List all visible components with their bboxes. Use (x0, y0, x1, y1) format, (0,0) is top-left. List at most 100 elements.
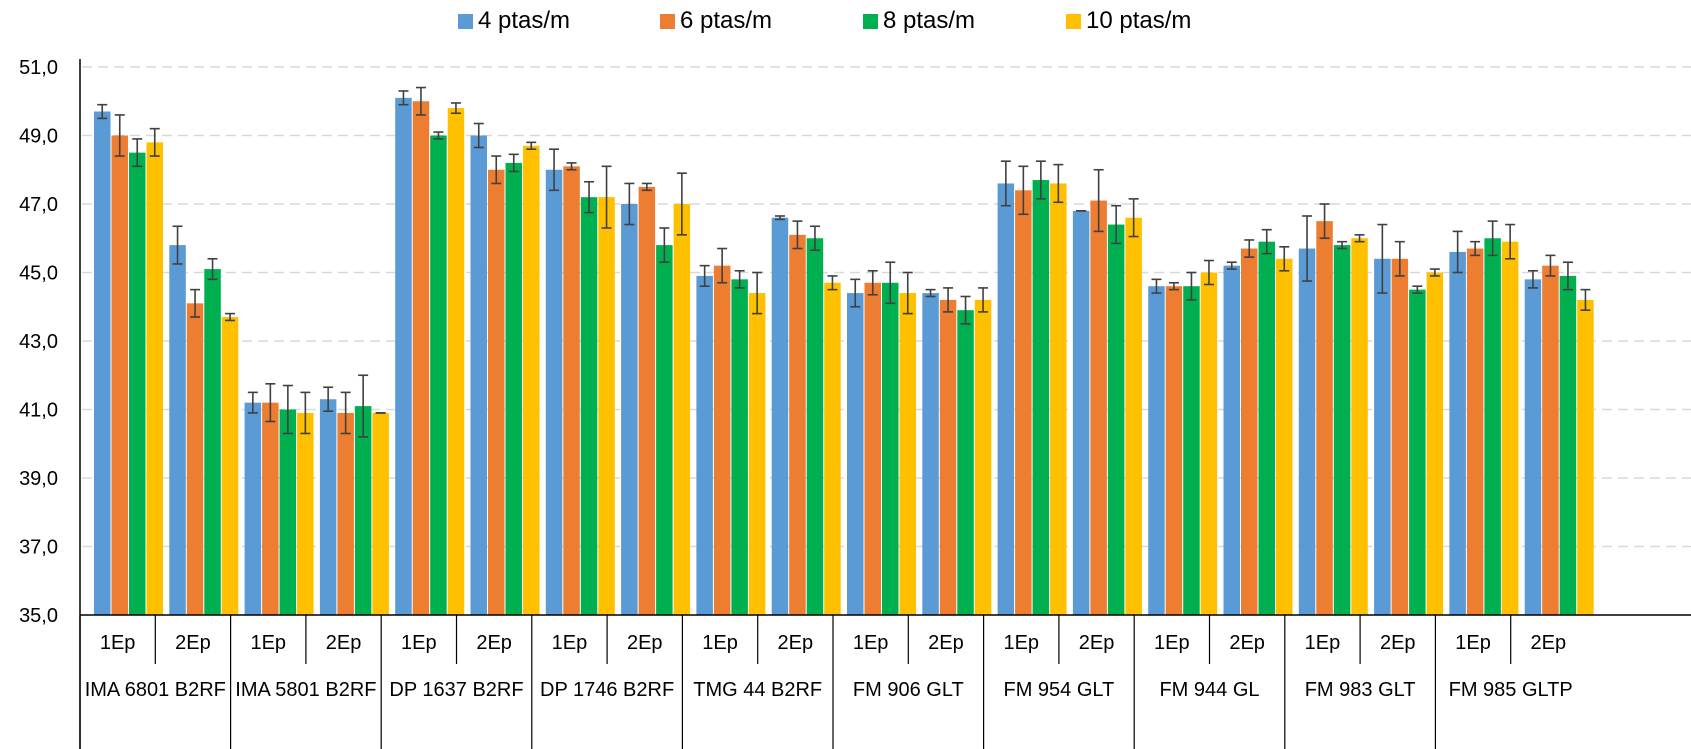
bar (169, 245, 186, 615)
x-subcategory-label: 2Ep (1380, 632, 1416, 654)
bar (1449, 251, 1466, 615)
bar (1577, 299, 1594, 615)
y-tick-label: 35,0 (19, 605, 58, 627)
bar (1333, 245, 1351, 615)
bar (94, 111, 111, 616)
bar (864, 282, 881, 615)
bar (1090, 200, 1107, 615)
x-subcategory-label: 2Ep (326, 632, 362, 654)
bar (922, 293, 939, 615)
bar (974, 299, 992, 615)
bar (221, 317, 239, 615)
bar (997, 183, 1015, 615)
bar (673, 204, 691, 615)
x-subcategory-label: 2Ep (778, 632, 814, 654)
bar (1276, 258, 1293, 615)
bar (1316, 221, 1333, 615)
bar (847, 293, 864, 615)
bar (580, 197, 598, 615)
bar (563, 166, 580, 615)
bar (656, 245, 673, 615)
legend-item-4-ptas: 4 ptas/m (458, 6, 570, 36)
bar (430, 135, 447, 615)
legend-label: 10 ptas/m (1086, 7, 1192, 34)
bar (731, 279, 748, 615)
bar (748, 293, 766, 615)
bar (1524, 279, 1542, 615)
x-subcategory-label: 1Ep (1455, 632, 1491, 654)
bar (262, 402, 279, 615)
x-subcategory-label: 1Ep (401, 632, 437, 654)
x-subcategory-label: 1Ep (1003, 632, 1039, 654)
bar (297, 412, 314, 615)
bar (1542, 265, 1559, 615)
bar (957, 310, 974, 615)
bar (146, 142, 163, 615)
legend-item-8-ptas: 8 ptas/m (863, 6, 975, 36)
bar (1223, 265, 1240, 615)
legend-swatch (458, 13, 473, 29)
x-subcategory-label: 1Ep (853, 632, 889, 654)
x-subcategory-label: 1Ep (1154, 632, 1190, 654)
x-group-label: TMG 44 B2RF (693, 679, 822, 701)
x-subcategory-label: 2Ep (1229, 632, 1265, 654)
bar (488, 169, 505, 615)
x-subcategory-label: 1Ep (100, 632, 136, 654)
bar (598, 197, 615, 615)
bar (882, 282, 899, 615)
bar (1241, 248, 1258, 615)
bar (771, 217, 789, 615)
bar (1409, 289, 1426, 615)
bar (279, 409, 297, 615)
x-group-label: FM 906 GLT (853, 679, 964, 701)
x-subcategory-label: 2Ep (1079, 632, 1115, 654)
bar (372, 412, 389, 615)
x-subcategory-label: 2Ep (627, 632, 663, 654)
bar (713, 265, 731, 615)
bar (1374, 258, 1391, 615)
y-tick-label: 45,0 (19, 263, 58, 285)
x-subcategory-label: 1Ep (552, 632, 588, 654)
x-subcategory-label: 1Ep (1305, 632, 1341, 654)
bar (523, 145, 540, 615)
x-subcategory-label: 2Ep (928, 632, 964, 654)
x-subcategory-label: 1Ep (250, 632, 286, 654)
bar (319, 399, 337, 615)
bar (806, 238, 824, 615)
bar (1050, 183, 1067, 615)
legend-label: 6 ptas/m (680, 7, 773, 34)
y-tick-label: 39,0 (19, 468, 58, 490)
bar (696, 275, 713, 615)
bar (789, 234, 806, 615)
y-tick-label: 43,0 (19, 331, 58, 353)
legend-item-6-ptas: 6 ptas/m (660, 6, 772, 36)
bar (939, 299, 957, 615)
legend: 4 ptas/m 6 ptas/m 8 ptas/m 10 ptas/m (0, 6, 1691, 36)
bar (111, 135, 128, 615)
x-subcategory-label: 2Ep (1531, 632, 1567, 654)
x-subcategory-label: 2Ep (175, 632, 211, 654)
x-subcategory-label: 2Ep (476, 632, 512, 654)
bar (1501, 241, 1519, 616)
x-group-label: FM 954 GLT (1004, 679, 1115, 701)
bar (1258, 241, 1275, 616)
x-group-label: FM 983 GLT (1305, 679, 1416, 701)
bar (395, 97, 412, 615)
bar (1484, 238, 1501, 615)
bar (204, 269, 221, 615)
legend-label: 4 ptas/m (478, 7, 571, 34)
bar (412, 101, 430, 615)
legend-swatch (863, 13, 878, 29)
bar (1466, 248, 1484, 615)
x-group-label: FM 985 GLTP (1449, 679, 1573, 701)
x-group-label: IMA 5801 B2RF (235, 679, 376, 701)
bar (129, 152, 146, 615)
legend-item-10-ptas: 10 ptas/m (1066, 6, 1191, 36)
legend-swatch (660, 13, 675, 29)
bar (1298, 248, 1316, 615)
legend-swatch (1066, 13, 1081, 29)
x-group-label: DP 1637 B2RF (389, 679, 523, 701)
bar (1200, 272, 1218, 615)
bar (1165, 286, 1183, 615)
bar (1107, 224, 1125, 616)
